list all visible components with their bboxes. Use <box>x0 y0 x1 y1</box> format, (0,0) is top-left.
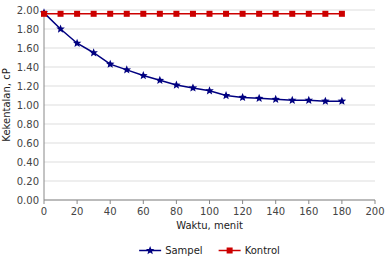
y-tick-label: 0.20 <box>17 176 39 187</box>
y-tick-label: 1.60 <box>17 43 39 54</box>
grid-line <box>44 10 375 11</box>
legend-marker <box>146 246 155 254</box>
x-tick-label: 20 <box>71 206 84 217</box>
point <box>256 11 262 17</box>
y-tick-label: 2.00 <box>17 5 39 16</box>
point <box>271 95 280 103</box>
x-axis-label: Waktu, menit <box>176 220 243 231</box>
point <box>140 11 146 17</box>
point <box>58 11 64 17</box>
point <box>255 94 264 102</box>
legend-item: Kontrol <box>219 245 280 256</box>
y-axis <box>44 10 45 200</box>
point <box>189 83 198 91</box>
legend-label: Kontrol <box>245 245 280 256</box>
point <box>122 65 131 73</box>
x-tick-label: 120 <box>233 206 252 217</box>
x-tick <box>242 200 243 204</box>
point <box>89 48 98 56</box>
x-tick-label: 200 <box>365 206 384 217</box>
point <box>73 39 82 47</box>
point <box>338 97 347 105</box>
point <box>238 93 247 101</box>
legend-label: Sampel <box>165 245 203 256</box>
y-tick-label: 1.00 <box>17 100 39 111</box>
grid-line <box>44 67 375 68</box>
x-tick <box>341 200 342 204</box>
point <box>205 86 214 94</box>
x-tick-label: 180 <box>332 206 351 217</box>
point <box>157 11 163 17</box>
y-tick-label: 0.60 <box>17 138 39 149</box>
y-tick-label: 1.80 <box>17 24 39 35</box>
point <box>106 60 115 68</box>
point <box>74 11 80 17</box>
grid-line <box>44 200 375 201</box>
grid-line <box>44 29 375 30</box>
point <box>124 11 130 17</box>
point <box>107 11 113 17</box>
x-tick <box>110 200 111 204</box>
point <box>288 96 297 104</box>
grid-line <box>44 162 375 163</box>
x-tick-label: 60 <box>137 206 150 217</box>
chart: 0.00 0.20 0.40 0.60 0.80 1.00 1.20 1.40 1.60 1.80… <box>0 0 387 264</box>
plot-area <box>40 8 346 104</box>
x-tick <box>143 200 144 204</box>
x-tick <box>44 200 45 204</box>
grid-line <box>44 105 375 106</box>
legend-item: Sampel <box>139 245 203 256</box>
grid-line <box>44 181 375 182</box>
point <box>306 11 312 17</box>
point <box>156 76 165 84</box>
x-tick <box>375 200 376 204</box>
x-tick-label: 80 <box>170 206 183 217</box>
point <box>173 11 179 17</box>
series-line <box>44 13 342 101</box>
y-axis-label: Kekentalan, cP <box>1 68 12 141</box>
x-tick-label: 100 <box>200 206 219 217</box>
point <box>190 11 196 17</box>
grid-line <box>44 143 375 144</box>
point <box>321 97 330 105</box>
x-tick-label: 40 <box>104 206 117 217</box>
x-tick-label: 140 <box>266 206 285 217</box>
grid-line <box>44 124 375 125</box>
point <box>305 96 314 104</box>
point <box>207 11 213 17</box>
y-tick-label: 1.40 <box>17 62 39 73</box>
point <box>56 25 65 33</box>
point <box>40 8 49 16</box>
point <box>222 91 231 99</box>
point <box>322 11 328 17</box>
y-tick-label: 0.80 <box>17 119 39 130</box>
point <box>240 11 246 17</box>
x-axis <box>44 200 375 201</box>
y-tick-label: 0.00 <box>17 195 39 206</box>
x-tick-label: 160 <box>299 206 318 217</box>
x-tick <box>77 200 78 204</box>
x-tick <box>176 200 177 204</box>
legend-marker <box>227 248 233 254</box>
point <box>91 11 97 17</box>
point <box>339 11 345 17</box>
y-tick-label: 0.40 <box>17 157 39 168</box>
point <box>41 11 47 17</box>
y-tick-label: 1.20 <box>17 81 39 92</box>
x-tick <box>209 200 210 204</box>
point <box>273 11 279 17</box>
point <box>139 71 148 79</box>
point <box>223 11 229 17</box>
legend: Sampel Kontrol <box>139 245 280 256</box>
point <box>289 11 295 17</box>
x-tick <box>275 200 276 204</box>
x-tick-label: 0 <box>41 206 47 217</box>
point <box>172 81 181 89</box>
x-tick <box>308 200 309 204</box>
